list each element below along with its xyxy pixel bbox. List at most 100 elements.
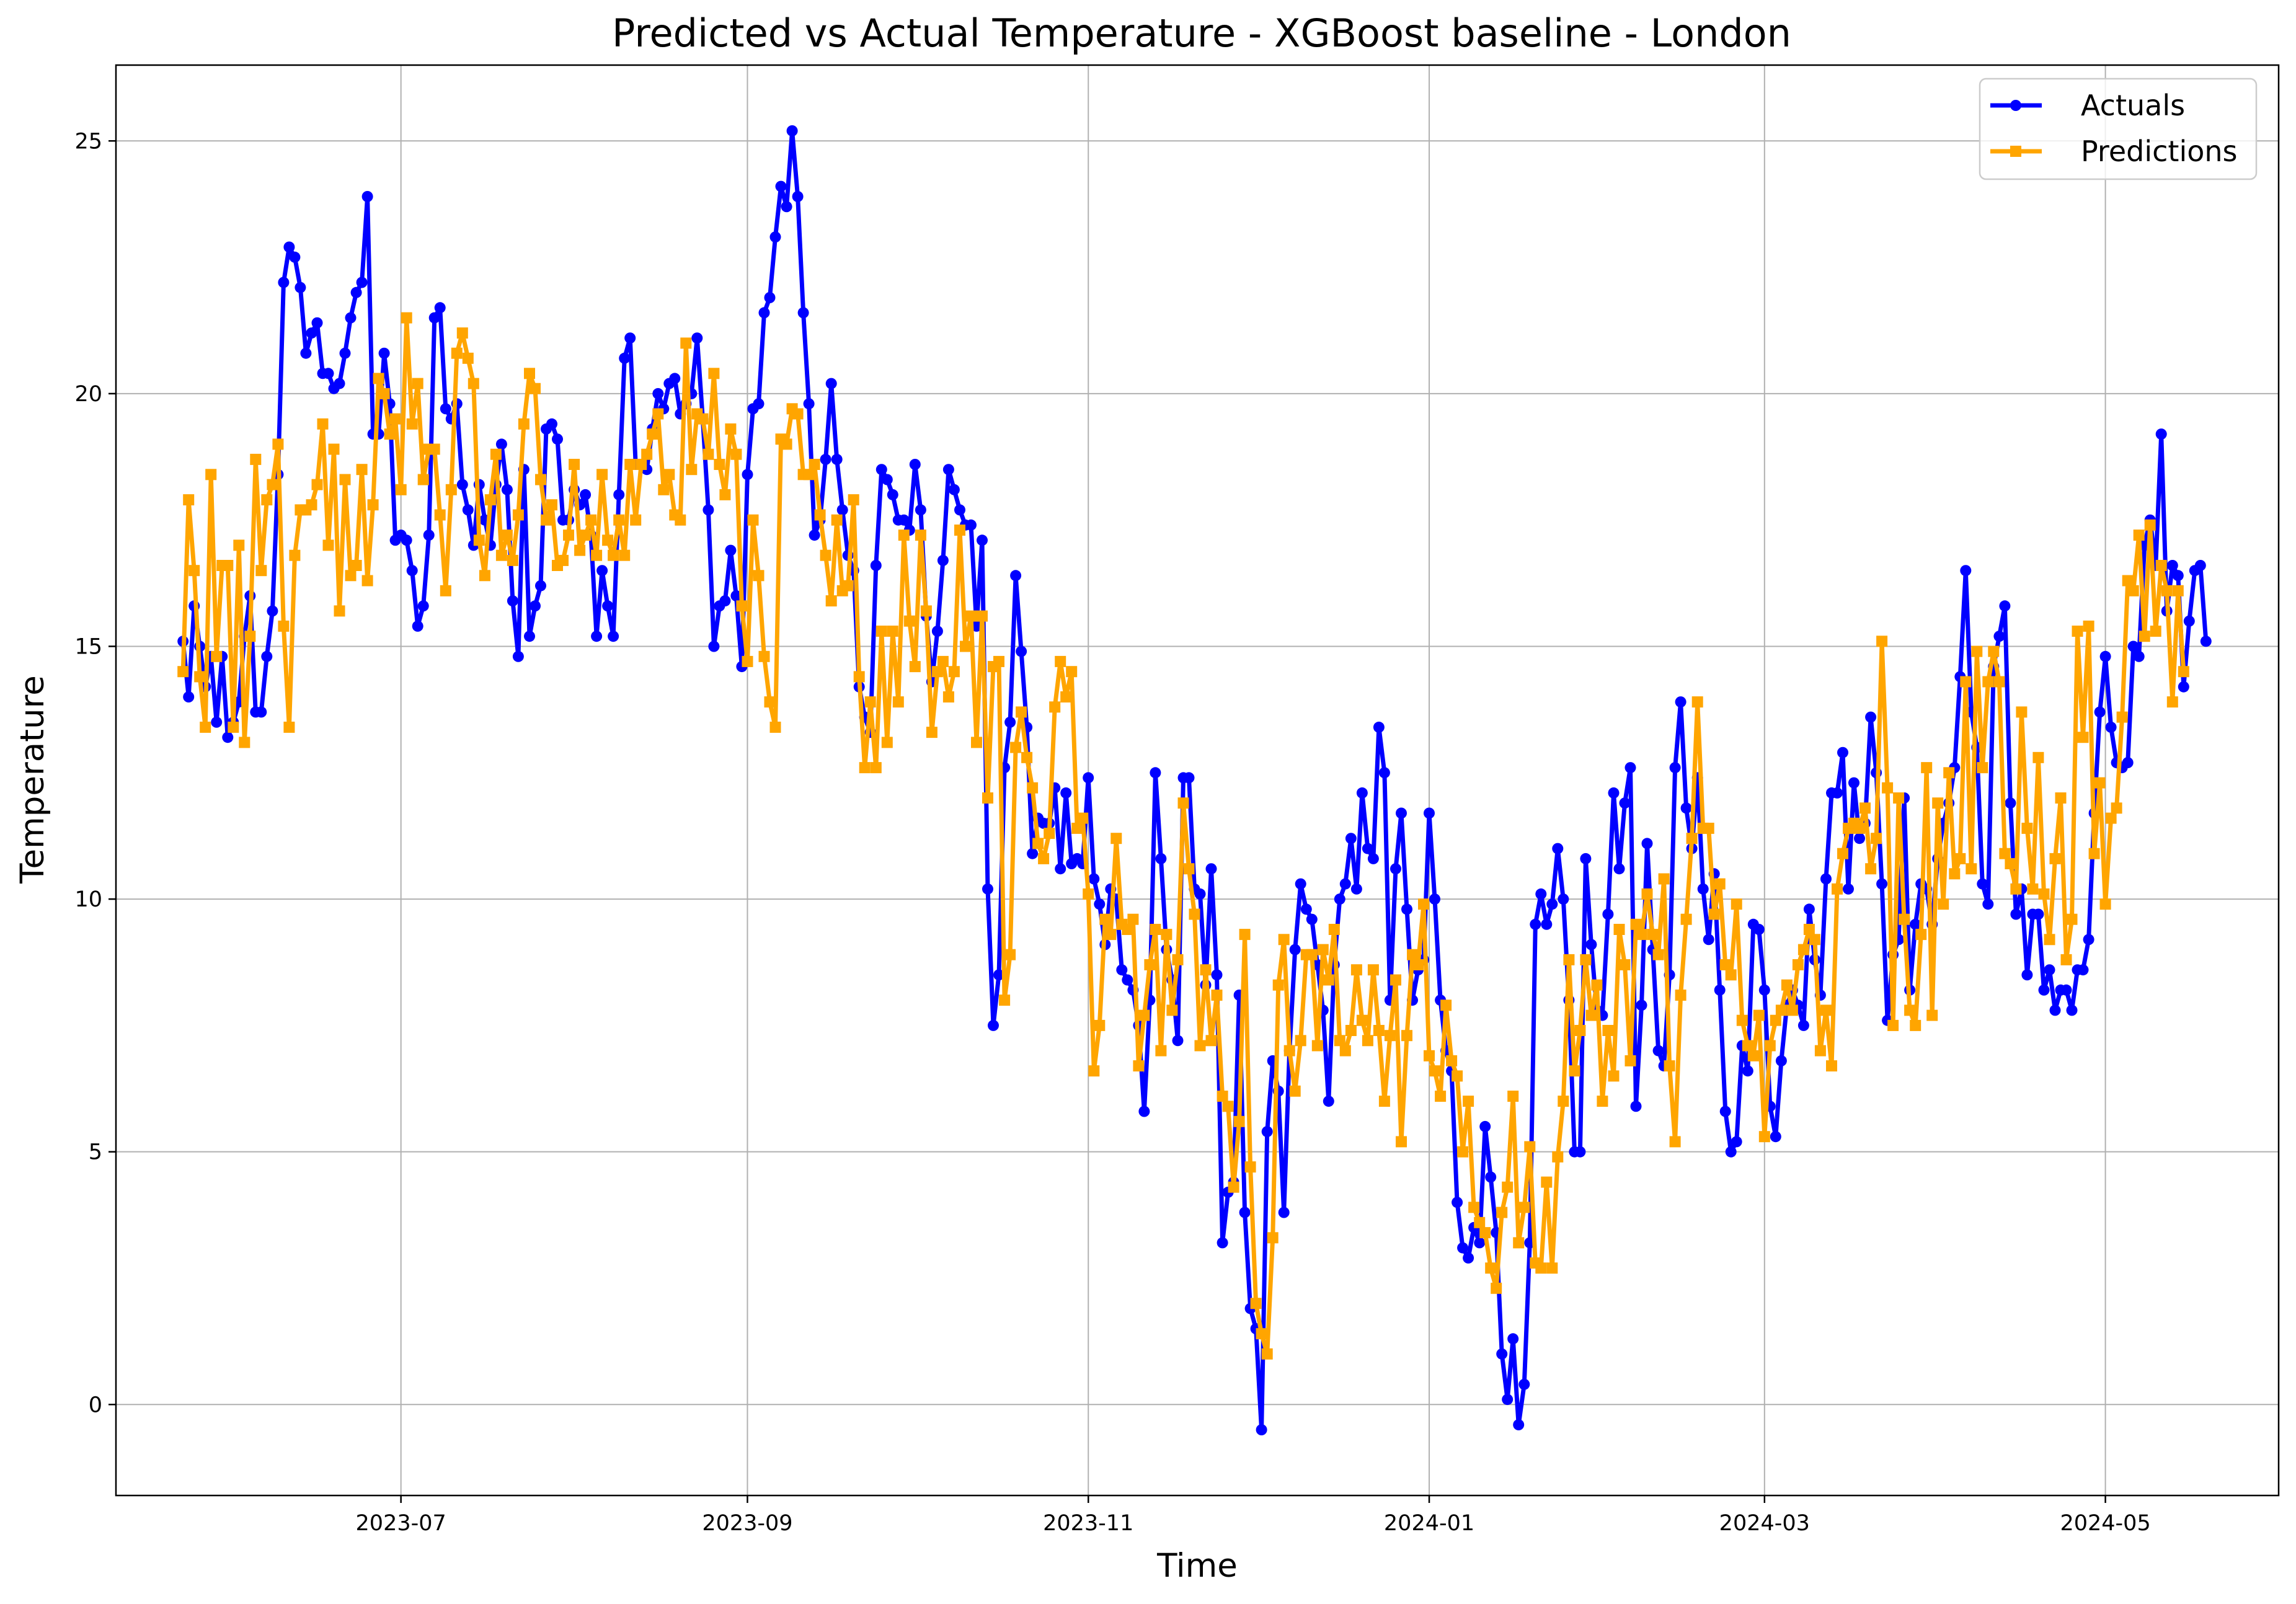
data-point-predictions	[1647, 929, 1659, 941]
data-point-actuals	[1150, 767, 1161, 779]
data-point-actuals	[1367, 853, 1379, 864]
data-point-actuals	[1345, 833, 1357, 844]
data-point-predictions	[887, 626, 898, 637]
data-point-actuals	[428, 312, 440, 324]
data-point-actuals	[954, 504, 965, 516]
data-point-actuals	[1004, 716, 1016, 728]
data-point-predictions	[977, 610, 988, 622]
data-point-predictions	[1910, 1019, 1921, 1031]
data-point-actuals	[1239, 1207, 1251, 1218]
data-point-predictions	[999, 995, 1011, 1006]
data-point-predictions	[1747, 1050, 1759, 1061]
data-point-actuals	[1205, 863, 1217, 875]
data-point-predictions	[239, 737, 250, 748]
data-point-predictions	[619, 549, 631, 561]
data-point-predictions	[954, 525, 965, 536]
data-point-actuals	[535, 580, 546, 592]
data-point-actuals	[1697, 883, 1709, 895]
data-point-predictions	[1317, 944, 1329, 955]
data-point-predictions	[188, 565, 200, 577]
data-point-predictions	[1485, 1262, 1497, 1274]
data-point-actuals	[1306, 913, 1318, 925]
data-point-actuals	[1837, 747, 1848, 758]
data-point-predictions	[736, 600, 748, 612]
data-point-actuals	[267, 605, 278, 617]
data-point-predictions	[1345, 1025, 1357, 1036]
data-point-predictions	[2049, 853, 2061, 864]
data-point-predictions	[267, 479, 278, 490]
data-point-actuals	[1669, 762, 1681, 774]
data-point-predictions	[1949, 868, 1961, 880]
data-point-predictions	[512, 509, 524, 521]
data-point-predictions	[373, 373, 384, 384]
data-point-actuals	[1546, 898, 1558, 910]
data-point-actuals	[1474, 1237, 1486, 1249]
data-point-predictions	[1094, 1019, 1106, 1031]
data-point-actuals	[501, 484, 513, 495]
data-point-actuals	[2077, 964, 2089, 976]
data-point-actuals	[596, 565, 608, 577]
data-point-predictions	[1664, 1060, 1675, 1072]
data-point-actuals	[1289, 944, 1301, 955]
data-point-predictions	[406, 418, 418, 430]
data-point-predictions	[1988, 645, 2000, 657]
data-point-actuals	[311, 317, 323, 329]
data-point-actuals	[1356, 787, 1368, 799]
y-tick-label: 20	[74, 382, 102, 407]
data-point-predictions	[1541, 1176, 1553, 1188]
data-point-predictions	[1932, 797, 1944, 809]
data-point-actuals	[1960, 565, 1972, 577]
data-point-actuals	[2032, 908, 2044, 920]
data-point-predictions	[1675, 990, 1687, 1001]
y-tick-label: 25	[74, 129, 102, 154]
data-point-predictions	[864, 696, 876, 708]
data-point-actuals	[875, 464, 887, 476]
y-tick-label: 0	[89, 1393, 102, 1417]
data-point-actuals	[1256, 1424, 1267, 1435]
data-point-predictions	[2105, 812, 2117, 824]
data-point-predictions	[417, 474, 429, 485]
data-point-predictions	[557, 554, 569, 566]
data-point-actuals	[691, 332, 703, 344]
y-tick-label: 5	[89, 1140, 102, 1165]
data-point-predictions	[1155, 1045, 1167, 1057]
data-point-actuals	[775, 180, 787, 192]
data-point-predictions	[1691, 696, 1703, 708]
data-point-predictions	[250, 453, 262, 465]
data-point-actuals	[2127, 640, 2139, 652]
data-point-predictions	[1558, 1096, 1569, 1107]
data-point-predictions	[1200, 964, 1212, 976]
data-point-predictions	[2083, 620, 2094, 632]
data-point-predictions	[1502, 1181, 1514, 1193]
data-point-predictions	[2027, 883, 2039, 895]
data-point-predictions	[1435, 1091, 1447, 1102]
data-point-actuals	[306, 327, 317, 339]
data-point-actuals	[1719, 1106, 1731, 1117]
data-point-actuals	[440, 403, 451, 415]
data-point-predictions	[440, 585, 451, 596]
data-point-predictions	[1424, 1050, 1435, 1061]
data-point-predictions	[937, 655, 949, 667]
data-point-predictions	[960, 640, 971, 652]
data-point-predictions	[569, 459, 580, 470]
data-point-actuals	[2044, 964, 2055, 976]
data-point-predictions	[563, 529, 574, 541]
data-point-actuals	[546, 418, 557, 430]
data-point-actuals	[1982, 898, 1994, 910]
data-point-predictions	[2178, 666, 2189, 678]
data-point-actuals	[1608, 787, 1620, 799]
data-point-actuals	[613, 489, 625, 500]
data-point-actuals	[1775, 1055, 1787, 1066]
data-point-actuals	[1876, 878, 1888, 890]
data-point-actuals	[708, 640, 720, 652]
data-point-actuals	[831, 453, 843, 465]
data-point-predictions	[1032, 838, 1044, 849]
data-point-actuals	[1652, 1045, 1664, 1057]
data-point-predictions	[1669, 1136, 1681, 1148]
data-point-predictions	[1077, 812, 1089, 824]
data-point-actuals	[345, 312, 357, 324]
data-point-actuals	[1675, 696, 1687, 708]
data-point-predictions	[769, 721, 781, 733]
data-point-actuals	[836, 504, 848, 516]
data-point-actuals	[1574, 1146, 1586, 1158]
